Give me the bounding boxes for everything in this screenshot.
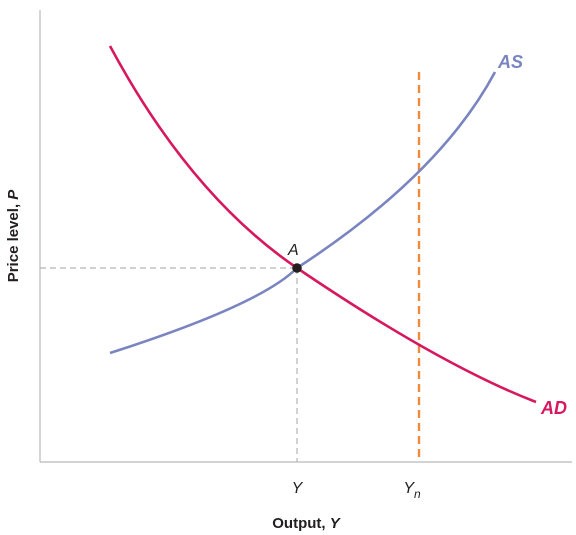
natural-output-subscript: n: [414, 487, 421, 501]
natural-output-symbol: Y: [403, 480, 415, 497]
equilibrium-output-tick-label: Y: [292, 480, 304, 497]
x-axis-title-variable: Y: [330, 515, 342, 532]
x-axis-title-text: Output,: [272, 515, 329, 532]
x-axis-title: Output, Y: [272, 515, 341, 532]
ad-curve: [108, 45, 537, 404]
as-curve-label: AS: [497, 52, 523, 72]
equilibrium-point-label: A: [287, 242, 299, 259]
ad-curve-label: AD: [540, 398, 567, 418]
y-axis-title-text: Price level,: [5, 200, 22, 283]
y-axis-title-variable: P: [5, 189, 22, 200]
as-curve: [109, 71, 497, 355]
y-axis-title: Price level, P: [5, 189, 22, 283]
natural-output-tick-label: Yn: [403, 480, 421, 501]
equilibrium-point: [292, 263, 302, 273]
